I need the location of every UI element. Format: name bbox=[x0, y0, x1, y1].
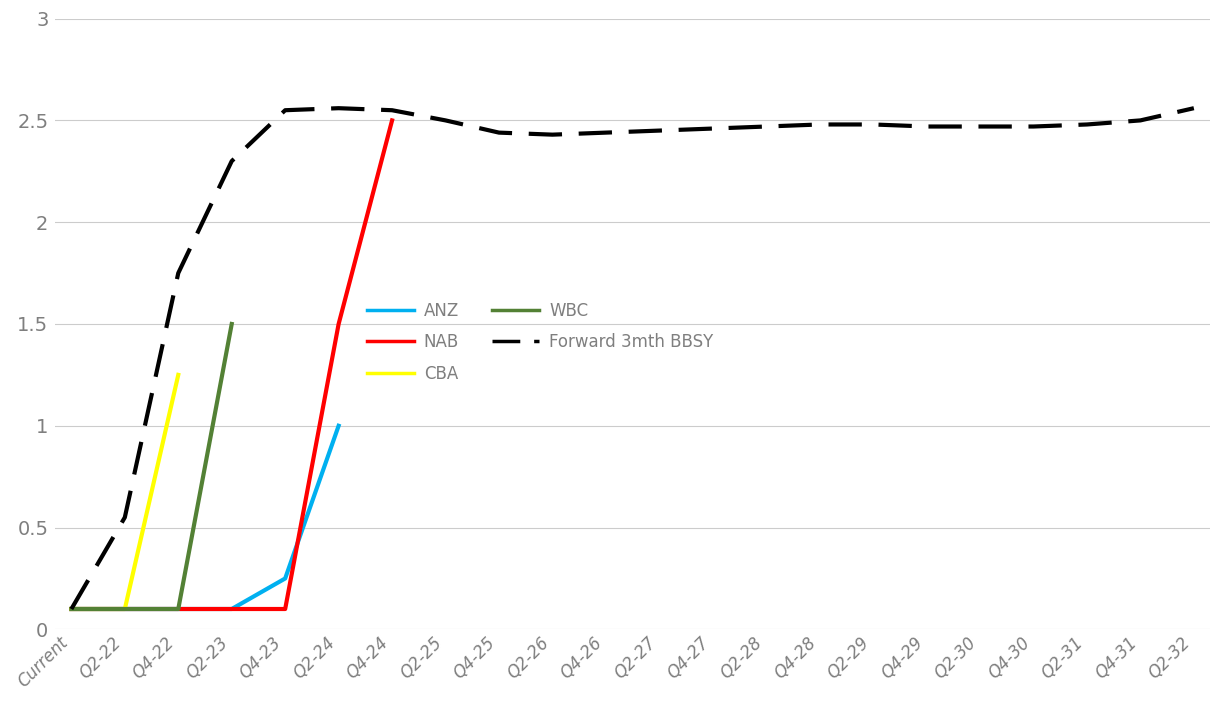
Legend: ANZ, NAB, CBA, WBC, Forward 3mth BBSY: ANZ, NAB, CBA, WBC, Forward 3mth BBSY bbox=[360, 296, 720, 390]
